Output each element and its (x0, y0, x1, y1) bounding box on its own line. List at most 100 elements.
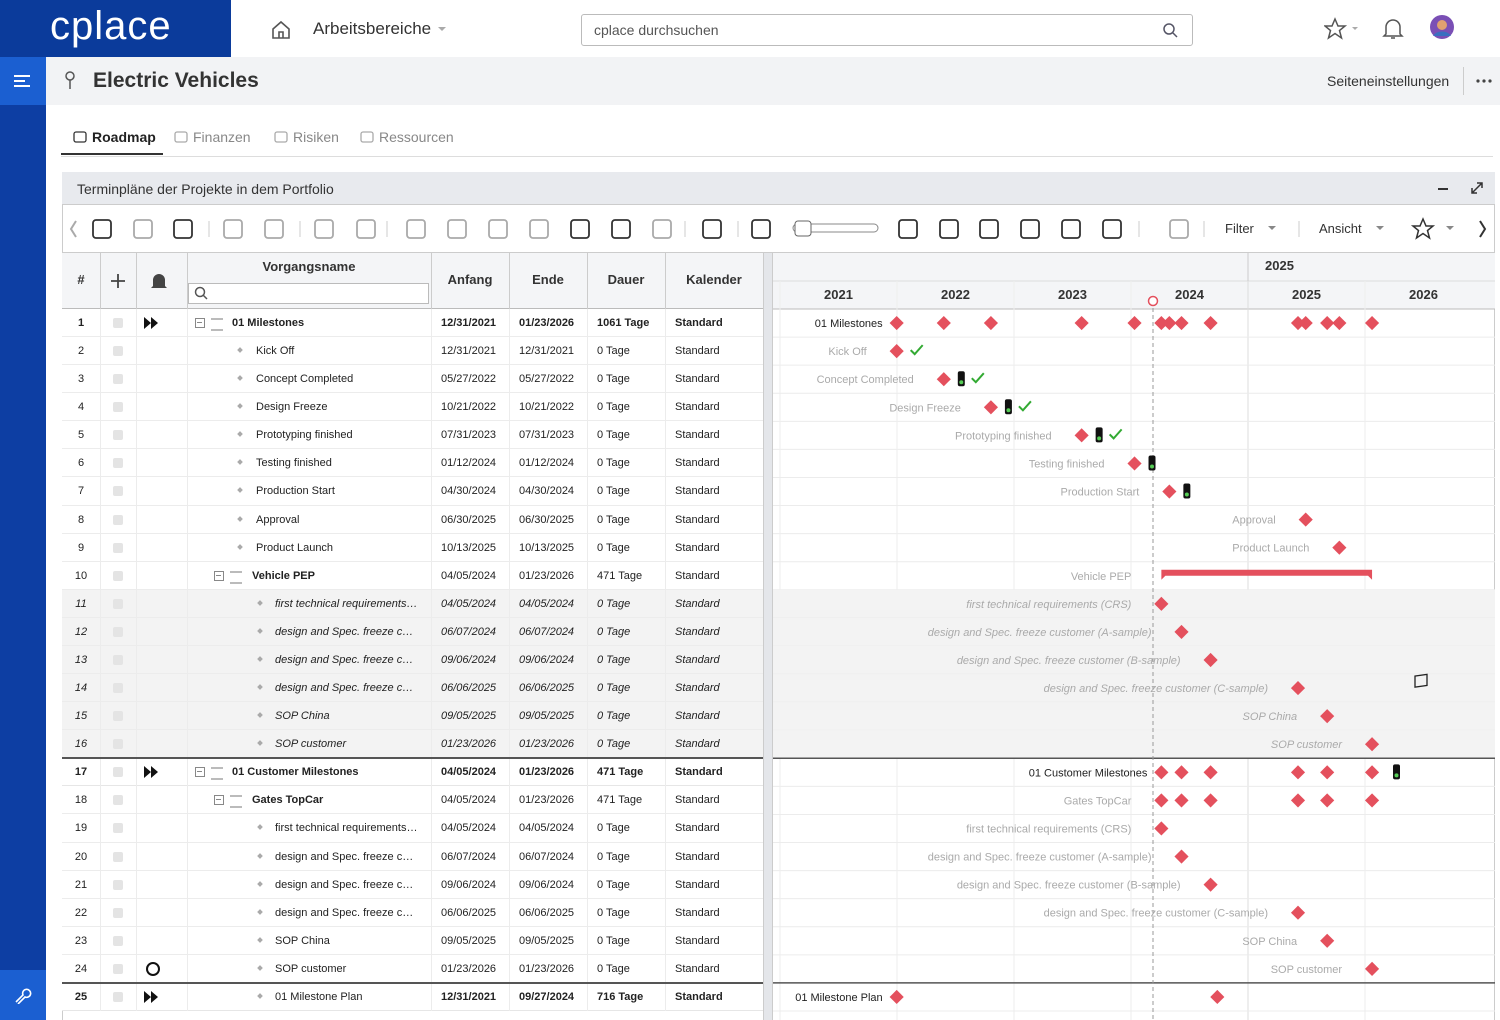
toolbar-icon[interactable] (898, 219, 918, 239)
search-placeholder[interactable]: cplace durchsuchen (594, 22, 719, 38)
toolbar-button[interactable] (488, 219, 508, 239)
toolbar-icon[interactable] (488, 219, 508, 239)
tab[interactable]: Ressourcen (379, 129, 454, 145)
tab-icon[interactable] (174, 130, 188, 144)
page-settings[interactable]: Seiteneinstellungen (1327, 73, 1450, 89)
drag-handle[interactable] (113, 907, 123, 918)
logo-block[interactable]: cplace (0, 0, 231, 57)
toolbar-button[interactable] (652, 219, 672, 239)
tab[interactable]: Finanzen (193, 129, 251, 145)
toolbar-icon[interactable] (702, 219, 722, 239)
avatar[interactable] (1429, 14, 1455, 40)
menu-button[interactable] (0, 57, 46, 105)
toolbar-icon[interactable] (1020, 219, 1040, 239)
zoom-slider[interactable] (792, 223, 879, 233)
dropdown-caret[interactable] (1268, 226, 1276, 230)
toolbar-button[interactable] (939, 219, 959, 239)
toolbar-icon[interactable] (939, 219, 959, 239)
toolbar-icon[interactable] (314, 219, 334, 239)
toolbar-icon[interactable] (173, 219, 193, 239)
drag-handle[interactable] (113, 879, 123, 890)
home-icon[interactable] (270, 19, 292, 41)
toolbar-icon[interactable] (406, 219, 426, 239)
toolbar-button[interactable] (570, 219, 590, 239)
toolbar-icon[interactable] (1061, 219, 1081, 239)
drag-handle[interactable] (113, 823, 123, 834)
toolbar-button[interactable] (314, 219, 334, 239)
toolbar-filter[interactable]: Filter (1225, 221, 1254, 236)
minimize-icon[interactable] (1438, 188, 1448, 190)
name-filter[interactable] (188, 283, 429, 304)
drag-handle[interactable] (113, 346, 123, 357)
toolbar-button[interactable] (133, 219, 153, 239)
toolbar-button[interactable] (979, 219, 999, 239)
menu-icon[interactable] (14, 74, 32, 88)
tab-icon[interactable] (274, 130, 288, 144)
toolbar-icon[interactable] (1169, 219, 1189, 239)
toolbar-button[interactable] (1020, 219, 1040, 239)
pin-icon[interactable] (64, 71, 76, 91)
drag-handle[interactable] (113, 318, 123, 328)
drag-handle[interactable] (113, 430, 123, 441)
toolbar-icon[interactable] (979, 219, 999, 239)
drag-handle[interactable] (113, 683, 123, 694)
search-box[interactable]: cplace durchsuchen (581, 14, 1193, 46)
toolbar-view[interactable]: Ansicht (1319, 221, 1362, 236)
toolbar-icon[interactable] (356, 219, 376, 239)
toolbar-icon[interactable] (570, 219, 590, 239)
drag-handle[interactable] (113, 851, 123, 862)
toolbar-icon[interactable] (611, 219, 631, 239)
toolbar-button[interactable] (1102, 219, 1122, 239)
wrench-icon[interactable] (14, 986, 32, 1004)
drag-handle[interactable] (113, 542, 123, 553)
drag-handle[interactable] (113, 739, 123, 750)
drag-handle[interactable] (113, 767, 123, 778)
collapse-toggle[interactable] (195, 318, 205, 328)
toolbar-icon[interactable] (133, 219, 153, 239)
drag-handle[interactable] (113, 570, 123, 581)
drag-handle[interactable] (113, 626, 123, 637)
tab[interactable]: Roadmap (92, 129, 156, 145)
toolbar-icon[interactable] (529, 219, 549, 239)
drag-handle[interactable] (113, 935, 123, 946)
collapse-toggle[interactable] (195, 767, 205, 778)
drag-handle[interactable] (113, 514, 123, 525)
expand-icon[interactable] (1470, 181, 1484, 195)
toolbar-button[interactable] (898, 219, 918, 239)
toolbar-button[interactable] (264, 219, 284, 239)
toolbar-button[interactable] (223, 219, 243, 239)
drag-handle[interactable] (113, 795, 123, 806)
nav-right[interactable] (1479, 220, 1487, 238)
drag-handle[interactable] (113, 458, 123, 469)
toolbar-button[interactable] (751, 219, 771, 239)
toolbar-button[interactable] (1169, 219, 1189, 239)
toolbar-icon[interactable] (447, 219, 467, 239)
zoom-handle[interactable] (794, 220, 812, 237)
search-icon[interactable] (1162, 22, 1178, 38)
drag-handle[interactable] (113, 963, 123, 974)
drag-handle[interactable] (113, 711, 123, 722)
toolbar-icon[interactable] (92, 219, 112, 239)
splitter[interactable] (763, 253, 773, 1020)
toolbar-button[interactable] (406, 219, 426, 239)
tools-button[interactable] (0, 970, 46, 1020)
tab-icon[interactable] (73, 130, 87, 144)
toolbar-button[interactable] (1061, 219, 1081, 239)
drag-handle[interactable] (113, 402, 123, 413)
dropdown-caret[interactable] (1446, 226, 1454, 230)
drag-handle[interactable] (113, 991, 123, 1002)
toolbar-button[interactable] (356, 219, 376, 239)
dropdown-caret[interactable] (437, 25, 447, 33)
toolbar-icon[interactable] (264, 219, 284, 239)
dropdown-caret[interactable] (1376, 226, 1384, 230)
drag-handle[interactable] (113, 598, 123, 609)
favorite-icon[interactable] (1324, 17, 1364, 41)
drag-handle[interactable] (113, 374, 123, 385)
collapse-toggle[interactable] (214, 570, 224, 581)
toolbar-button[interactable] (611, 219, 631, 239)
nav-left[interactable] (69, 220, 77, 238)
tab[interactable]: Risiken (293, 129, 339, 145)
toolbar-icon[interactable] (1102, 219, 1122, 239)
logo[interactable]: cplace (50, 4, 172, 48)
drag-handle[interactable] (113, 486, 123, 497)
